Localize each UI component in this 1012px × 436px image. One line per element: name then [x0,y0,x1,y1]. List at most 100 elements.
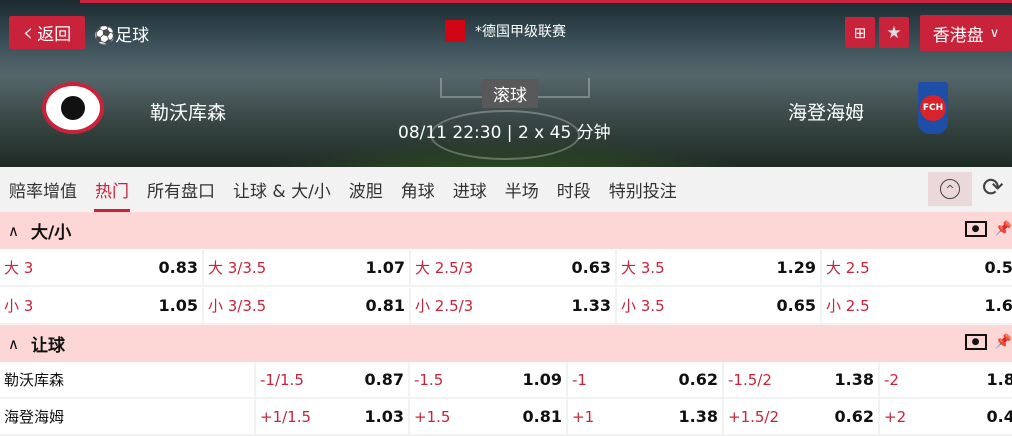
odds-line: 小 3.5 [621,297,665,315]
duration: 2 x 45 分钟 [517,123,611,143]
collapse-all-button[interactable]: ^ [928,172,972,206]
odds-line: 小 2.5 [826,297,870,315]
home-team-logo [42,82,104,134]
chevron-up-icon: ∧ [8,334,19,353]
odds-line: 小 3/3.5 [208,297,267,315]
favorite-button[interactable]: ★ [879,17,909,48]
team-name: 海登海姆 [0,399,254,434]
tab-9[interactable]: 特别投注 [608,182,677,202]
league-name: *德国甲级联赛 [475,24,566,40]
match-header: ‹ 返回 ⚽足球 *德国甲级联赛 ⊞ ★ 香港盘 ∨ 勒沃库森 滚球 08/11 2… [0,0,1012,167]
odds-cell[interactable]: 小 2.5 1.61 [822,288,1012,323]
odds-line: 大 3/3.5 [208,259,267,277]
section-over-under[interactable]: ∧ 大/小 ● 📌 [0,212,1012,249]
table-row: 大 3 0.83 大 3/3.5 1.07 大 2.5/3 0.63 大 3.5 1.29 大 … [0,250,1012,287]
odds-type-select[interactable]: 香港盘 ∨ [920,15,1012,51]
table-row: 小 3 1.05 小 3/3.5 0.81 小 2.5/3 1.33 小 3.5 0.65 小 … [0,288,1012,325]
odds-line: 大 3 [4,259,34,277]
back-button[interactable]: ‹ 返回 [9,16,85,49]
odds-price: 0.87 [364,370,404,389]
odds-price: 1.07 [365,258,405,277]
odds-price: 0.50 [984,258,1012,277]
top-accent-line [80,0,1012,3]
odds-line: 大 2.5 [826,259,870,277]
odds-line: 小 2.5/3 [415,297,474,315]
odds-cell[interactable]: -1.5 1.09 [410,362,566,397]
odds-cell[interactable]: 小 2.5/3 1.33 [411,288,615,323]
odds-line: 小 3 [4,297,34,315]
video-icon[interactable]: ● [964,334,987,350]
odds-price: 0.63 [571,258,611,277]
tab-0[interactable]: 赔率增值 [9,182,77,202]
odds-cell[interactable]: 小 3.5 0.65 [617,288,820,323]
odds-cell[interactable]: 大 2.5 0.50 [822,250,1012,285]
market-tabs: 赔率增值 热门 所有盘口 让球 & 大/小 波胆 角球 进球 半场 时段 特别投注 [0,167,1012,212]
tab-4[interactable]: 波胆 [348,182,383,202]
odds-cell[interactable]: 小 3 1.05 [0,288,202,323]
tab-1[interactable]: 热门 [86,167,138,212]
live-badge: 滚球 [482,79,538,108]
odds-price: 0.43 [986,407,1012,426]
odds-price: 1.38 [678,407,718,426]
team-label: 勒沃库森 [4,371,65,389]
pitch-icon: ⊞ [853,23,867,42]
tab-5[interactable]: 角球 [400,182,435,202]
odds-cell[interactable]: 大 2.5/3 0.63 [411,250,615,285]
chevron-left-icon: ‹ [22,17,34,48]
tab-8[interactable]: 时段 [556,182,591,202]
odds-cell[interactable]: +1/1.5 1.03 [256,399,408,434]
odds-cell[interactable]: -2 1.88 [880,362,1012,397]
tab-7[interactable]: 半场 [504,182,539,202]
odds-price: 0.81 [522,407,562,426]
pin-icon[interactable]: 📌 [994,334,1012,350]
team-label: 海登海姆 [4,408,65,426]
sport-text: 足球 [115,26,150,46]
odds-price: 0.83 [158,258,198,277]
section-title: 大/小 [30,223,72,243]
home-team-name: 勒沃库森 [150,102,227,124]
table-row: 勒沃库森 -1/1.5 0.87 -1.5 1.09 -1 0.62 -1.5/2 1.38 -2… [0,362,1012,399]
league-title: *德国甲级联赛 [445,20,566,42]
tab-2[interactable]: 所有盘口 [147,182,215,202]
odds-line: +2 [884,407,907,426]
odds-price: 1.33 [571,296,611,315]
odds-line: -1 [572,370,587,389]
field-view-button[interactable]: ⊞ [845,17,875,48]
odds-line: -1.5 [414,370,444,389]
refresh-button[interactable]: ⟳ [982,173,1004,203]
odds-cell[interactable]: -1/1.5 0.87 [256,362,408,397]
odds-price: 1.61 [984,296,1012,315]
odds-cell[interactable]: 大 3.5 1.29 [617,250,820,285]
tab-3[interactable]: 让球 & 大/小 [233,182,331,202]
odds-price: 0.65 [776,296,816,315]
odds-cell[interactable]: 大 3/3.5 1.07 [204,250,409,285]
kickoff: 08/11 22:30 [398,123,502,143]
section-title: 让球 [30,336,65,356]
odds-price: 1.03 [364,407,404,426]
odds-cell[interactable]: -1 0.62 [568,362,722,397]
pin-icon[interactable]: 📌 [994,221,1012,237]
odds-cell[interactable]: -1.5/2 1.38 [724,362,878,397]
away-team-name: 海登海姆 [788,102,865,124]
odds-cell[interactable]: +1 1.38 [568,399,722,434]
team-name: 勒沃库森 [0,362,254,397]
section-handicap[interactable]: ∧ 让球 ● 📌 [0,325,1012,362]
odds-cell[interactable]: 大 3 0.83 [0,250,202,285]
odds-cell[interactable]: +2 0.43 [880,399,1012,434]
odds-price: 1.05 [158,296,198,315]
odds-cell[interactable]: 小 3/3.5 0.81 [204,288,409,323]
tab-6[interactable]: 进球 [452,182,487,202]
odds-cell[interactable]: +1.5/2 0.62 [724,399,878,434]
odds-type-label: 香港盘 [932,25,984,46]
bundesliga-logo-icon [445,20,465,42]
soccer-ball-icon: ⚽ [94,26,116,46]
odds-cell[interactable]: +1.5 0.81 [410,399,566,434]
odds-line: +1/1.5 [260,407,312,426]
sport-label[interactable]: ⚽足球 [94,21,149,46]
back-label: 返回 [37,25,72,45]
odds-line: 大 3.5 [621,259,665,277]
odds-line: -1/1.5 [260,370,304,389]
odds-price: 0.81 [365,296,405,315]
chevron-down-icon: ∨ [989,25,1000,41]
video-icon[interactable]: ● [964,221,987,237]
